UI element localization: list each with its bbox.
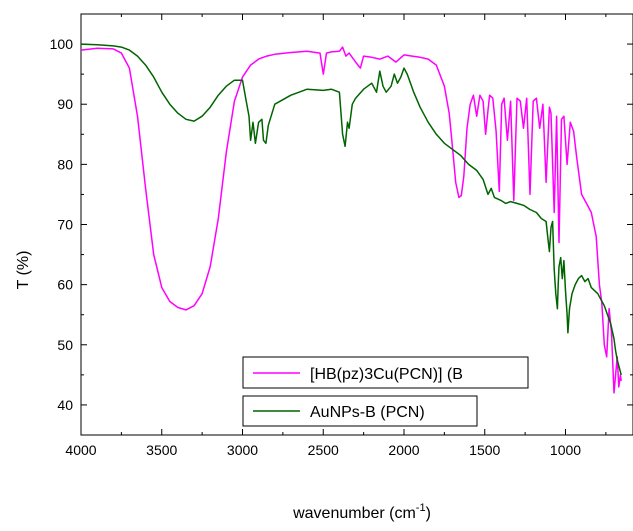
y-tick-label: 60 [57, 277, 73, 293]
x-tick-label: 2000 [388, 442, 419, 458]
y-tick-label: 50 [57, 337, 73, 353]
x-axis-title: wavenumber (cm-1) [292, 502, 431, 522]
y-tick-label: 90 [57, 96, 73, 112]
y-axis-ticks: 40 50 60 70 80 90 100 [50, 13, 633, 436]
x-axis-ticks: 4000 3500 3000 2500 2000 1500 1000 [65, 14, 607, 458]
x-axis-title-main: wavenumber (cm [292, 505, 416, 522]
x-tick-label: 1500 [469, 442, 500, 458]
y-axis-title: T (%) [15, 251, 32, 290]
legend: [HB(pz)3Cu(PCN)] (B AuNPs-B (PCN) [242, 356, 529, 427]
x-tick-label: 3500 [146, 442, 177, 458]
x-tick-label: 2500 [308, 442, 339, 458]
x-axis-title-superscript: -1 [416, 502, 426, 514]
y-tick-label: 100 [50, 36, 74, 52]
y-tick-label: 40 [57, 397, 73, 413]
series-layer [80, 43, 622, 394]
x-tick-label: 4000 [65, 442, 96, 458]
x-tick-label: 3000 [227, 442, 258, 458]
y-tick-label: 70 [57, 217, 73, 233]
x-tick-label: 1000 [550, 442, 581, 458]
legend-label-1: [HB(pz)3Cu(PCN)] (B [310, 366, 463, 383]
y-tick-label: 80 [57, 156, 73, 172]
x-axis-title-close: ) [426, 505, 431, 522]
legend-label-2: AuNPs-B (PCN) [310, 404, 425, 421]
series-line-1 [80, 46, 622, 394]
series-line-2 [80, 43, 622, 376]
